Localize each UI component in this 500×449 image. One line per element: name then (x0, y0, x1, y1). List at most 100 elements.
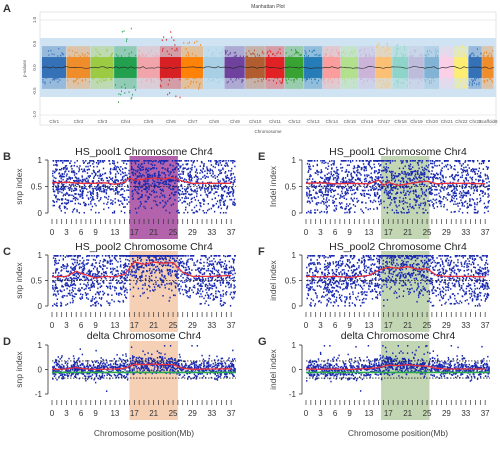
data-point (149, 174, 151, 177)
data-point (113, 373, 116, 376)
data-point (119, 264, 122, 266)
data-point (88, 176, 90, 179)
data-point (81, 197, 84, 199)
data-point (74, 287, 76, 290)
data-point (233, 358, 236, 360)
data-point (216, 274, 218, 277)
manhattan-point (455, 77, 457, 79)
data-point (234, 272, 236, 275)
data-point (191, 189, 193, 192)
manhattan-point (142, 77, 144, 79)
data-point (114, 175, 117, 178)
manhattan-x-tick-label: Chr14 (326, 119, 339, 124)
data-point (145, 264, 148, 266)
data-point (135, 282, 137, 285)
data-point (71, 291, 73, 294)
data-point (108, 195, 110, 198)
data-point (139, 168, 141, 170)
data-point (230, 283, 232, 286)
manhattan-point (422, 54, 424, 57)
data-point (164, 160, 166, 162)
data-point (111, 299, 113, 301)
data-point (148, 257, 150, 260)
data-point (60, 301, 62, 304)
data-point (200, 178, 202, 180)
data-point (191, 363, 193, 365)
data-point (148, 280, 151, 283)
data-point (174, 176, 177, 179)
manhattan-point (221, 51, 223, 54)
manhattan-point (42, 81, 44, 83)
data-point (125, 297, 128, 299)
data-point (210, 370, 212, 373)
manhattan-point (355, 77, 357, 79)
manhattan-point (396, 45, 398, 47)
data-point (75, 182, 77, 185)
data-point (114, 267, 116, 270)
data-point (183, 178, 186, 180)
manhattan-point (211, 79, 213, 82)
data-point (60, 177, 62, 180)
data-point (209, 274, 212, 276)
data-point (178, 264, 181, 267)
manhattan-point (71, 50, 73, 52)
data-point (138, 166, 140, 169)
data-point (214, 191, 217, 193)
data-point (190, 369, 193, 372)
data-point (194, 184, 196, 186)
data-point (208, 354, 211, 357)
data-point (117, 261, 119, 263)
data-point (87, 281, 89, 284)
data-point (116, 190, 119, 193)
data-point (77, 263, 80, 266)
data-point (113, 211, 116, 214)
data-point (220, 195, 222, 197)
data-point (159, 196, 161, 198)
data-point (172, 188, 175, 190)
manhattan-point (388, 82, 390, 85)
data-point (106, 185, 109, 188)
data-point (123, 266, 126, 268)
data-point (74, 255, 77, 257)
data-point (169, 345, 172, 347)
manhattan-point (51, 78, 53, 81)
data-point (124, 160, 126, 162)
manhattan-point (121, 86, 123, 88)
data-point (124, 197, 126, 199)
data-point (176, 282, 178, 285)
data-point (142, 255, 144, 257)
data-point (55, 358, 57, 361)
data-point (87, 203, 90, 206)
data-point (135, 264, 138, 266)
x-tick-label: 6 (79, 228, 84, 237)
data-point (91, 262, 94, 265)
panel-letter-c: C (3, 246, 11, 258)
data-point (166, 264, 169, 267)
manhattan-point (449, 48, 451, 51)
data-point (73, 269, 75, 271)
data-point (108, 282, 111, 285)
data-point (124, 206, 126, 208)
data-point (147, 352, 149, 354)
data-point (107, 286, 109, 288)
data-point (98, 188, 100, 191)
data-point (227, 187, 230, 190)
data-point (89, 186, 91, 189)
data-point (122, 358, 124, 361)
data-point (178, 196, 180, 199)
manhattan-point (62, 53, 64, 55)
data-point (230, 360, 233, 363)
data-point (232, 195, 234, 197)
data-point (76, 160, 78, 162)
data-point (148, 196, 150, 199)
data-point (64, 211, 66, 214)
manhattan-point (227, 54, 229, 56)
data-point (203, 198, 205, 201)
data-point (220, 295, 222, 297)
data-point (148, 370, 150, 372)
data-point (78, 169, 81, 171)
data-point (71, 177, 73, 179)
manhattan-x-tick-label: Chr11 (269, 119, 281, 124)
manhattan-point (471, 78, 473, 81)
data-point (147, 176, 150, 179)
